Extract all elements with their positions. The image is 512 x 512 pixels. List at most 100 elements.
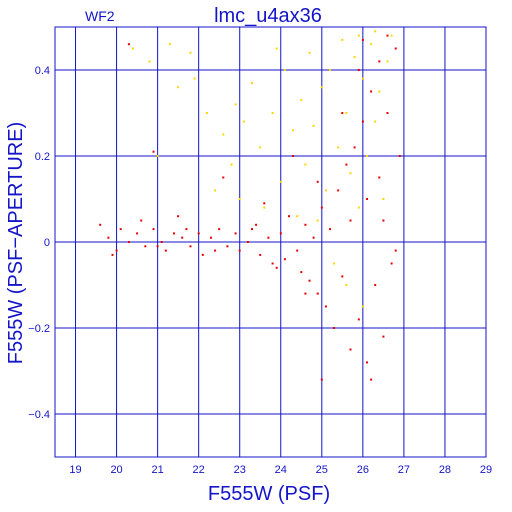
data-point (242, 120, 245, 123)
data-point (234, 103, 237, 106)
data-point (189, 245, 192, 248)
data-point (320, 86, 323, 89)
data-point (361, 38, 364, 41)
x-tick-label: 28 (439, 464, 451, 476)
data-point (316, 180, 319, 183)
data-point (218, 228, 221, 231)
data-point (275, 47, 278, 50)
data-point (357, 318, 360, 321)
data-point (349, 219, 352, 222)
data-point (275, 266, 278, 269)
data-point (263, 206, 266, 209)
data-point (160, 241, 163, 243)
data-point (288, 215, 290, 218)
y-tick-label: 0.2 (35, 151, 50, 163)
data-point (279, 232, 282, 235)
data-point (390, 34, 393, 37)
data-point (390, 262, 393, 265)
data-point (111, 253, 114, 256)
data-point (357, 206, 360, 209)
data-point (136, 232, 139, 235)
data-point (144, 245, 147, 248)
data-point (292, 155, 295, 157)
data-point (140, 219, 143, 222)
data-point (320, 206, 323, 209)
data-point (304, 163, 307, 166)
x-tick-label: 22 (193, 464, 205, 476)
data-point (382, 219, 385, 222)
x-tick-labels: 19 20 21 22 23 24 25 26 27 28 29 (69, 464, 492, 476)
data-point (349, 172, 352, 175)
data-point (366, 198, 368, 200)
data-point (222, 176, 225, 179)
data-point (308, 51, 311, 54)
data-point (119, 228, 122, 231)
data-point (370, 90, 373, 93)
data-point (152, 228, 155, 231)
data-point (177, 215, 180, 218)
data-point (189, 51, 192, 54)
data-point (292, 129, 295, 132)
data-point (127, 43, 130, 46)
data-point (308, 279, 311, 282)
data-point (234, 232, 237, 235)
data-point (394, 249, 397, 252)
x-tick-label: 25 (316, 464, 328, 476)
data-point (283, 258, 286, 261)
plot-frame (54, 26, 487, 458)
x-tick-label: 24 (275, 464, 287, 476)
data-point (382, 198, 385, 200)
x-tick-label: 26 (357, 464, 369, 476)
y-axis-label: F555W (PSF−APERTURE) (5, 122, 27, 364)
y-tick-label: 0.4 (35, 65, 50, 77)
x-tick-label: 29 (480, 464, 492, 476)
data-point (337, 189, 340, 192)
data-point (370, 43, 373, 46)
data-point (337, 146, 340, 149)
data-point (316, 292, 319, 295)
data-point (132, 47, 134, 50)
data-point (148, 60, 151, 63)
data-point (271, 262, 274, 265)
data-point (177, 86, 180, 89)
data-point (164, 249, 167, 252)
y-tick-label: −0.4 (28, 409, 50, 421)
data-point (193, 77, 196, 80)
data-point (259, 253, 262, 256)
data-point (366, 361, 368, 364)
data-point (201, 253, 204, 256)
data-point (238, 249, 241, 252)
data-point (181, 236, 184, 239)
data-point (361, 120, 364, 123)
data-point (173, 232, 175, 235)
data-point (283, 69, 286, 71)
data-point (271, 112, 274, 114)
data-point (296, 249, 299, 252)
data-point (279, 180, 282, 183)
data-point (345, 112, 348, 114)
data-point (312, 124, 315, 127)
data-point (345, 163, 348, 166)
y-tick-label: 0 (44, 237, 50, 249)
data-point (361, 305, 364, 308)
data-point (320, 378, 323, 381)
data-point (357, 69, 360, 71)
data-point (357, 34, 360, 37)
data-point (398, 155, 401, 157)
data-point (374, 120, 377, 123)
data-point (378, 60, 381, 63)
data-point (197, 232, 200, 235)
x-tick-label: 23 (234, 464, 246, 476)
data-point (226, 245, 229, 248)
data-point (304, 292, 307, 295)
data-point (312, 236, 315, 239)
data-point (156, 155, 159, 157)
x-tick-label: 27 (398, 464, 410, 476)
data-point (324, 189, 327, 192)
data-point (300, 271, 303, 274)
data-point (329, 69, 331, 71)
data-point (214, 189, 217, 192)
data-point (300, 99, 303, 102)
